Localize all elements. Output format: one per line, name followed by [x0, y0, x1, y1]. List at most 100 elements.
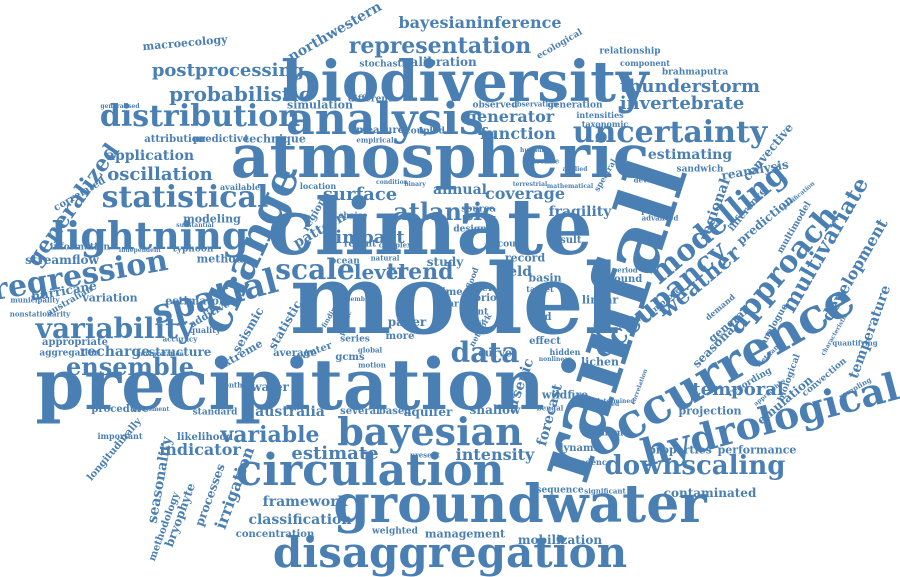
word: postprocessing: [151, 60, 305, 81]
word: binary: [404, 181, 426, 188]
word: water: [251, 380, 289, 394]
word: recent: [343, 239, 377, 250]
word: humidity: [519, 147, 551, 154]
word: surface: [322, 184, 398, 205]
word: more: [385, 331, 415, 342]
word: based: [378, 406, 412, 417]
word: independent: [118, 247, 162, 254]
word: curve: [478, 346, 512, 360]
word: estimator: [165, 294, 225, 308]
word: source: [461, 204, 495, 215]
word: several: [340, 406, 380, 417]
word: oscillation: [107, 164, 213, 185]
word: concentration: [235, 529, 315, 540]
word: atlantic: [393, 197, 497, 226]
word: period: [612, 265, 638, 275]
word: estimating: [647, 147, 733, 163]
word: substantial: [176, 222, 214, 229]
word: ensemble: [65, 352, 195, 381]
word: fragility: [548, 204, 612, 220]
word: disaggregation: [272, 528, 628, 577]
word: biodiversity: [281, 49, 649, 115]
word: scheme: [590, 428, 630, 439]
word: global: [357, 345, 383, 355]
word: estimate: [291, 443, 379, 464]
word: uncertainty: [572, 115, 768, 150]
word: relationship: [599, 46, 661, 57]
word: target: [526, 284, 554, 294]
word: available: [220, 182, 260, 192]
word: superposed: [580, 401, 620, 408]
word: thunderstorm: [619, 76, 761, 97]
word: aggregation: [39, 348, 101, 359]
word: result: [548, 235, 582, 246]
word: quality: [189, 325, 221, 335]
word: stochastic: [359, 59, 411, 70]
word: mobilization: [517, 533, 603, 547]
word: structure: [148, 345, 212, 359]
word: temporal: [692, 379, 784, 400]
word: different: [348, 94, 392, 105]
word: natural: [370, 253, 400, 263]
word: generalised: [100, 103, 140, 110]
word: present: [410, 450, 440, 460]
word: dynamic: [556, 443, 604, 454]
word: macroecology: [141, 32, 229, 54]
word: representation: [348, 33, 532, 59]
word: gcms: [335, 352, 365, 363]
word: model: [289, 243, 621, 356]
word: design: [453, 224, 487, 235]
word: typhoon: [172, 244, 214, 255]
word: longitudinally: [85, 416, 145, 484]
word: indicator: [159, 440, 241, 459]
word: advanced: [641, 213, 679, 223]
word: calibration: [403, 55, 477, 69]
word: atmospheric: [230, 122, 650, 192]
word: annual: [433, 182, 487, 198]
word: year: [437, 299, 459, 310]
word: municipality: [10, 295, 60, 305]
word: ensemble: [338, 296, 372, 303]
word: weighted: [372, 526, 418, 537]
word: monthly: [216, 380, 250, 390]
word: coupled: [405, 126, 445, 137]
word: intensities: [576, 110, 624, 120]
word: variability: [35, 312, 195, 345]
word: series: [340, 334, 370, 345]
word: predictive: [192, 134, 250, 145]
word: trend: [386, 259, 454, 285]
word: function: [480, 124, 556, 143]
word: sandwich: [676, 164, 724, 175]
word: properties: [648, 443, 712, 457]
word: brahmaputra: [661, 67, 729, 78]
word: bengal: [536, 403, 564, 413]
word: likelihood: [176, 432, 234, 443]
word: point: [461, 307, 489, 318]
word: scale: [275, 253, 355, 286]
word: projection: [678, 404, 742, 418]
word: developing: [633, 175, 677, 185]
word: mathematical: [546, 183, 594, 190]
word: framework: [262, 494, 348, 510]
word: interpretation: [136, 351, 184, 358]
word: appropriate: [42, 337, 108, 348]
word: analysis: [286, 94, 484, 145]
word: study: [426, 255, 464, 269]
word: sequence: [536, 485, 584, 496]
word: bayesianinference: [398, 13, 562, 32]
word: circulation: [235, 445, 505, 496]
word: downscaling: [604, 451, 786, 481]
word: invertebrate: [619, 93, 745, 114]
word: streamflow: [25, 253, 99, 267]
word: impact: [335, 227, 405, 248]
word: applied: [562, 166, 588, 173]
word: australia: [255, 404, 325, 420]
word: classification: [248, 512, 352, 528]
word: complex: [378, 240, 412, 250]
word: information: [49, 242, 111, 253]
word: provide: [641, 205, 675, 215]
word: terrestrial: [512, 181, 548, 188]
word: hidden: [549, 347, 581, 357]
word: groundwater: [333, 474, 707, 535]
